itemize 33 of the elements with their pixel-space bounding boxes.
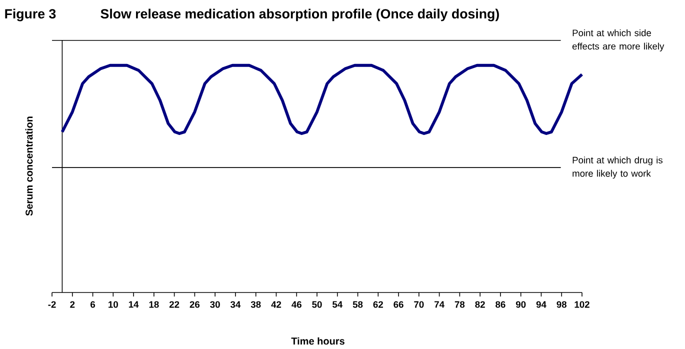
x-tick-label: 2 — [70, 301, 75, 308]
x-tick-label: 50 — [312, 301, 322, 308]
x-tick-label: 66 — [394, 301, 404, 308]
x-tick-label: 34 — [230, 301, 241, 308]
x-tick-label: 90 — [516, 301, 526, 308]
x-tick-label: 102 — [574, 301, 590, 308]
x-tick-label: 70 — [414, 301, 424, 308]
x-tick-label: 54 — [332, 301, 343, 308]
x-tick-label: 10 — [108, 301, 118, 308]
x-axis-title: Time hours — [291, 337, 344, 345]
x-tick-label: 18 — [149, 301, 159, 308]
x-tick-label: 38 — [250, 301, 261, 308]
x-tick-label: 46 — [292, 301, 302, 308]
y-axis-title: Serum concentration — [25, 116, 33, 216]
x-tick-label: 58 — [352, 301, 363, 308]
x-tick-label: 86 — [496, 301, 506, 308]
x-tick-label: 62 — [373, 301, 383, 308]
x-tick-label: 82 — [475, 301, 485, 308]
x-tick-label: 6 — [90, 301, 96, 308]
x-tick-label: -2 — [48, 301, 56, 308]
caption: Figure 3 — [5, 8, 56, 22]
x-tick-label: 26 — [190, 301, 200, 308]
chart-title: Slow release medication absorption profile (Once daily dosing) — [100, 8, 499, 22]
x-tick-label: 42 — [271, 301, 282, 308]
x-tick-label: 94 — [536, 301, 546, 308]
x-tick-label: 30 — [210, 301, 220, 308]
ref-line-label: Point at which drug is more likely to work — [572, 156, 662, 179]
x-tick-label: 74 — [434, 301, 444, 308]
x-tick-label: 78 — [454, 301, 465, 308]
x-tick-label: 14 — [128, 301, 139, 308]
x-tick-label: 98 — [556, 301, 567, 308]
ref-line-label: Point at which side effects are more likely — [572, 29, 664, 52]
x-tick-label: 22 — [169, 301, 180, 308]
